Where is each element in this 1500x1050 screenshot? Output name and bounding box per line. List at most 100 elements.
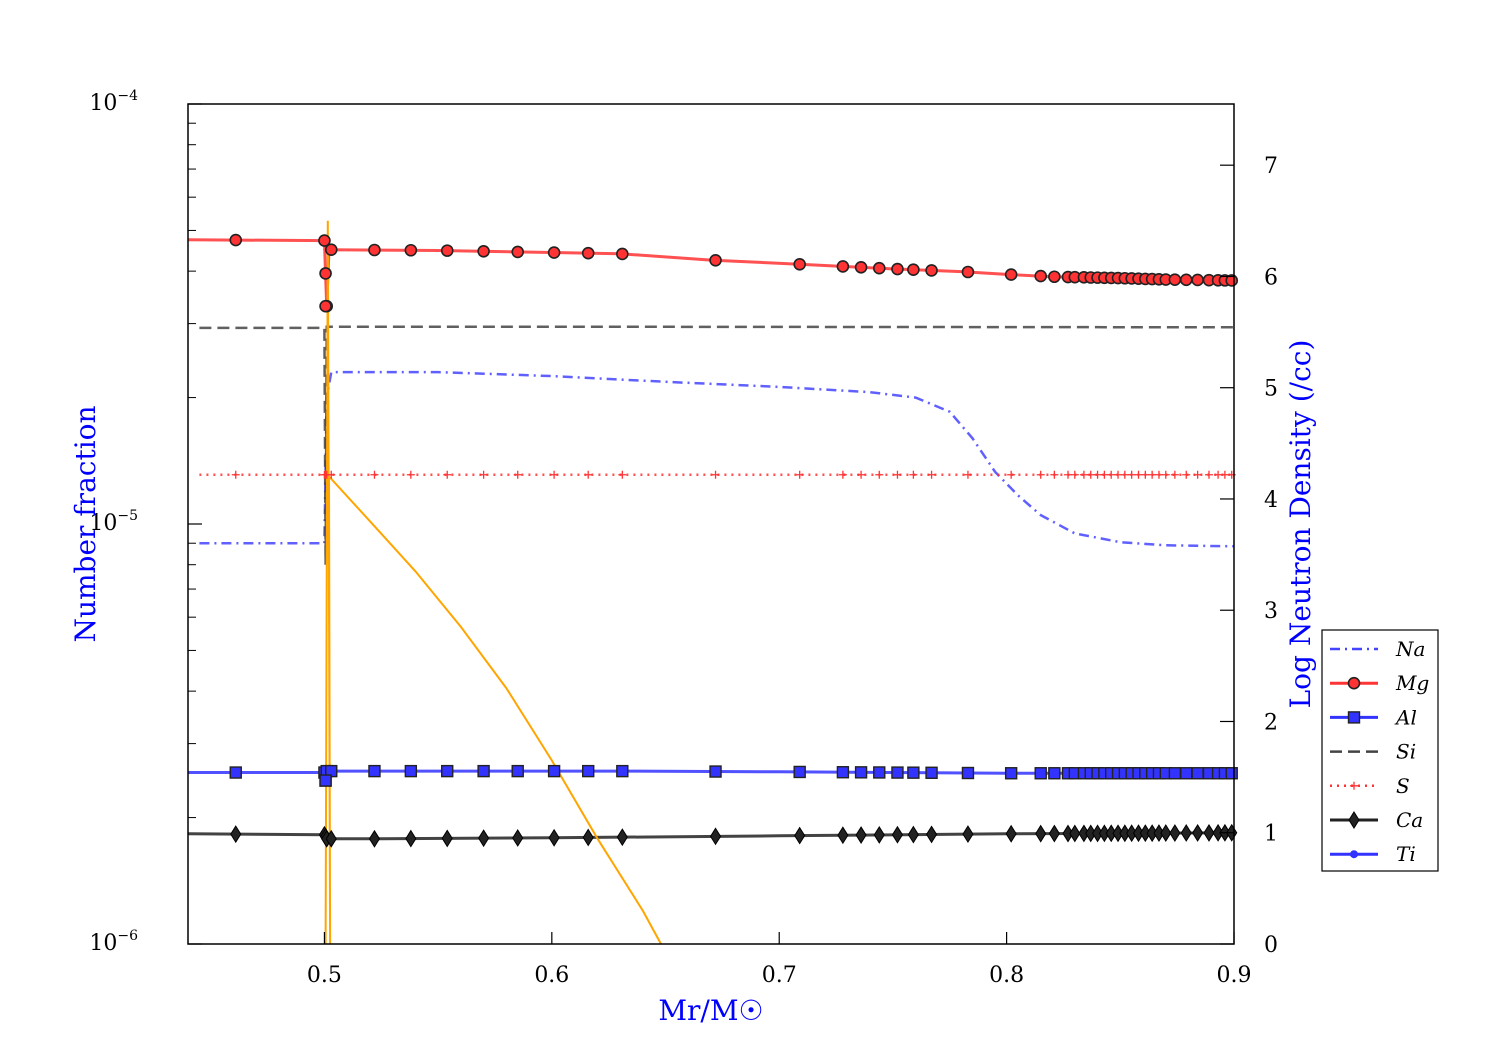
marker-mg [1004, 268, 1018, 281]
marker-ca [837, 826, 849, 845]
marker-layer [229, 233, 1239, 848]
y-left-tick-label: 10−6 [89, 928, 138, 956]
marker-mg [319, 267, 332, 280]
marker-s [1193, 470, 1202, 479]
marker-ca [1069, 824, 1081, 843]
marker-mg [318, 234, 331, 247]
marker-mg [891, 262, 904, 276]
y-right-tick-label: 2 [1264, 710, 1278, 735]
marker-ca [1048, 824, 1060, 843]
marker-al [319, 774, 332, 787]
marker-s [1050, 470, 1059, 479]
marker-ca [325, 829, 337, 848]
marker-mg [319, 299, 332, 313]
marker-ca [441, 829, 453, 848]
marker-al [616, 764, 629, 778]
marker-mg [511, 245, 525, 259]
marker-mg [1191, 273, 1204, 287]
series-line-si [199, 325, 1235, 565]
marker-s [875, 470, 884, 479]
marker-mg [440, 244, 454, 257]
marker-ca [1035, 824, 1047, 843]
marker-al [1004, 767, 1018, 780]
marker-al [229, 766, 242, 779]
marker-s [1114, 470, 1123, 479]
marker-al [1225, 767, 1238, 780]
marker-al [873, 766, 886, 779]
marker-s [1141, 470, 1150, 479]
marker-ca [962, 825, 974, 844]
marker-mg [1034, 269, 1048, 283]
marker-mg [1048, 270, 1061, 284]
marker-mg [793, 258, 806, 271]
marker-s [711, 470, 720, 479]
marker-ca [1005, 824, 1017, 843]
marker-s [370, 470, 379, 479]
y-right-tick-label: 0 [1264, 933, 1278, 958]
marker-al [441, 764, 454, 778]
legend-label-na: Na [1395, 637, 1425, 661]
marker-mg [616, 247, 629, 261]
marker-s [1161, 470, 1170, 479]
marker-ca [368, 829, 381, 848]
marker-ca [616, 828, 628, 847]
marker-ca [709, 827, 722, 846]
marker-al [836, 766, 850, 779]
marker-s [584, 470, 593, 479]
marker-al [582, 764, 595, 778]
marker-ca [548, 828, 560, 847]
legend-label-s: S [1396, 774, 1410, 798]
y-right-axis-label: Log Neutron Density (/cc) [1284, 340, 1317, 709]
marker-al [1168, 767, 1182, 780]
series-line-na [199, 370, 1235, 548]
marker-s [1079, 470, 1088, 479]
marker-mg [854, 261, 868, 274]
y-left-tick-exp: −5 [117, 508, 138, 524]
marker-s [1064, 470, 1072, 479]
legend-entries: Na Mg Al Si S Ca Ti [1330, 637, 1429, 866]
marker-al [477, 764, 490, 778]
marker-al [547, 764, 561, 778]
marker-al [511, 764, 524, 778]
legend-marker-mg [1347, 676, 1361, 690]
marker-s [1182, 470, 1191, 479]
marker-ca [907, 825, 919, 844]
y-left-tick-label: 10−5 [89, 508, 138, 536]
marker-s [1036, 470, 1045, 479]
y-right-tick-label: 4 [1264, 488, 1278, 513]
marker-s [1093, 470, 1102, 479]
marker-al [891, 766, 904, 779]
y-left-tick-base: 10 [89, 511, 117, 536]
y-right-tick-label: 5 [1264, 377, 1278, 402]
marker-ca [230, 825, 242, 844]
y-left-axis-label: Number fraction [69, 405, 102, 642]
y-right-tick-label: 3 [1264, 599, 1278, 624]
marker-s [1086, 470, 1095, 479]
marker-s [1127, 470, 1136, 479]
x-axis-label: Mr/M☉ [658, 994, 763, 1027]
marker-mg [872, 261, 886, 275]
marker-s [550, 470, 559, 479]
marker-s [618, 470, 627, 479]
marker-s [795, 470, 804, 479]
marker-s [909, 470, 918, 479]
marker-s [1107, 470, 1116, 479]
legend-label-al: Al [1394, 705, 1417, 729]
y-right-tick-label: 6 [1264, 265, 1278, 290]
marker-mg [961, 265, 975, 279]
marker-s [927, 470, 936, 479]
marker-al [368, 764, 381, 778]
x-tick-label: 0.9 [1217, 963, 1252, 988]
marker-al [925, 766, 938, 779]
marker-mg [925, 264, 938, 277]
x-tick-label: 0.8 [989, 963, 1024, 988]
marker-s [1154, 470, 1163, 479]
marker-al [907, 766, 920, 779]
marker-ca [582, 828, 594, 847]
marker-mg [581, 246, 595, 260]
marker-al [709, 765, 722, 778]
marker-s [963, 470, 972, 479]
marker-s [406, 470, 415, 479]
